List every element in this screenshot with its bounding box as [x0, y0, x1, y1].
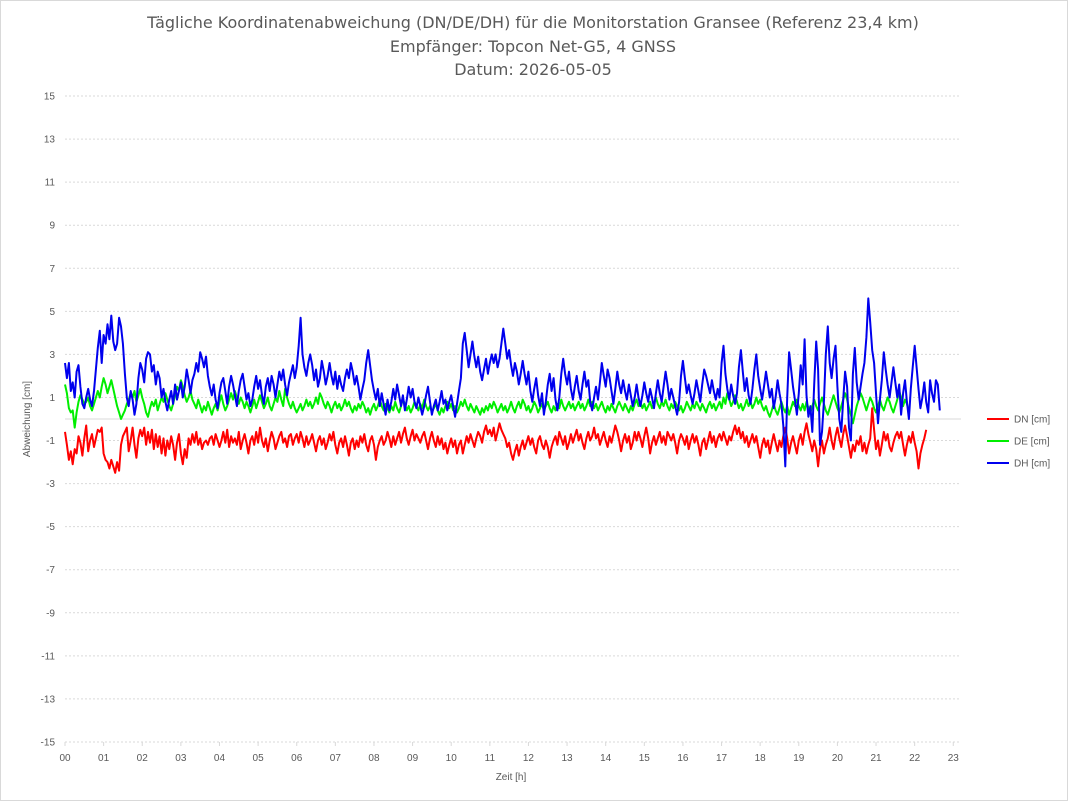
x-tick-label: 14	[600, 753, 612, 764]
legend-label: DE [cm]	[1014, 437, 1050, 448]
series-line-dh	[64, 297, 941, 468]
y-tick-label: 1	[49, 393, 55, 404]
x-axis-ticks: 00 01 02 03 04 05 06 07 08 09 10 11 12 13 14 15 16 17 18 19…	[59, 742, 959, 764]
x-tick-label: 18	[755, 753, 767, 764]
y-tick-label: 5	[49, 307, 55, 318]
y-axis-label: Abweichung [cm]	[22, 381, 33, 457]
x-tick-label: 22	[909, 753, 921, 764]
x-tick-label: 06	[291, 753, 303, 764]
x-tick-label: 11	[485, 753, 496, 764]
y-tick-label: 15	[44, 92, 56, 103]
x-tick-label: 00	[59, 753, 71, 764]
x-tick-label: 09	[407, 753, 419, 764]
series-lines	[64, 297, 941, 474]
x-tick-label: 02	[137, 753, 149, 764]
series-line-dn	[64, 407, 928, 474]
chart-subtitle-receiver: Empfänger: Topcon Net-G5, 4 GNSS	[390, 37, 676, 56]
legend: DN [cm] DE [cm] DH [cm]	[987, 415, 1050, 470]
x-tick-label: 20	[832, 753, 844, 764]
y-tick-label: 7	[49, 264, 55, 275]
x-tick-label: 17	[716, 753, 728, 764]
x-tick-label: 21	[870, 753, 882, 764]
y-tick-label: -13	[41, 694, 56, 705]
gridlines	[65, 95, 961, 743]
legend-label: DN [cm]	[1014, 415, 1050, 426]
x-tick-label: 03	[175, 753, 187, 764]
x-tick-label: 08	[368, 753, 380, 764]
legend-label: DH [cm]	[1014, 459, 1050, 470]
chart-title: Tägliche Koordinatenabweichung (DN/DE/DH…	[146, 13, 919, 32]
x-tick-label: 04	[214, 753, 226, 764]
y-tick-label: -5	[46, 522, 55, 533]
y-tick-label: 11	[45, 178, 56, 189]
y-tick-label: -11	[41, 651, 55, 662]
y-tick-label: 9	[49, 221, 55, 232]
y-tick-label: 3	[49, 350, 55, 361]
x-tick-label: 10	[446, 753, 458, 764]
x-tick-label: 16	[677, 753, 689, 764]
y-tick-label: -7	[46, 565, 55, 576]
y-tick-label: -1	[46, 436, 55, 447]
chart-subtitle-date: Datum: 2026-05-05	[454, 60, 612, 79]
x-tick-label: 05	[253, 753, 265, 764]
series-line-de	[64, 377, 910, 429]
x-tick-label: 07	[330, 753, 342, 764]
chart-title-block: Tägliche Koordinatenabweichung (DN/DE/DH…	[146, 13, 919, 79]
x-tick-label: 15	[639, 753, 651, 764]
y-tick-label: -3	[46, 479, 55, 490]
y-tick-label: -15	[41, 738, 56, 749]
x-tick-label: 23	[948, 753, 960, 764]
x-tick-label: 12	[523, 753, 535, 764]
x-tick-label: 01	[98, 753, 110, 764]
x-axis-label: Zeit [h]	[496, 772, 527, 783]
y-axis-ticks: 15 13 11 9 7 5 3 1 -1 -3 -5 -7 -9 -11 -13 -15	[41, 92, 56, 749]
x-tick-label: 19	[793, 753, 805, 764]
y-tick-label: 13	[44, 135, 56, 146]
x-tick-label: 13	[562, 753, 574, 764]
y-tick-label: -9	[46, 608, 55, 619]
